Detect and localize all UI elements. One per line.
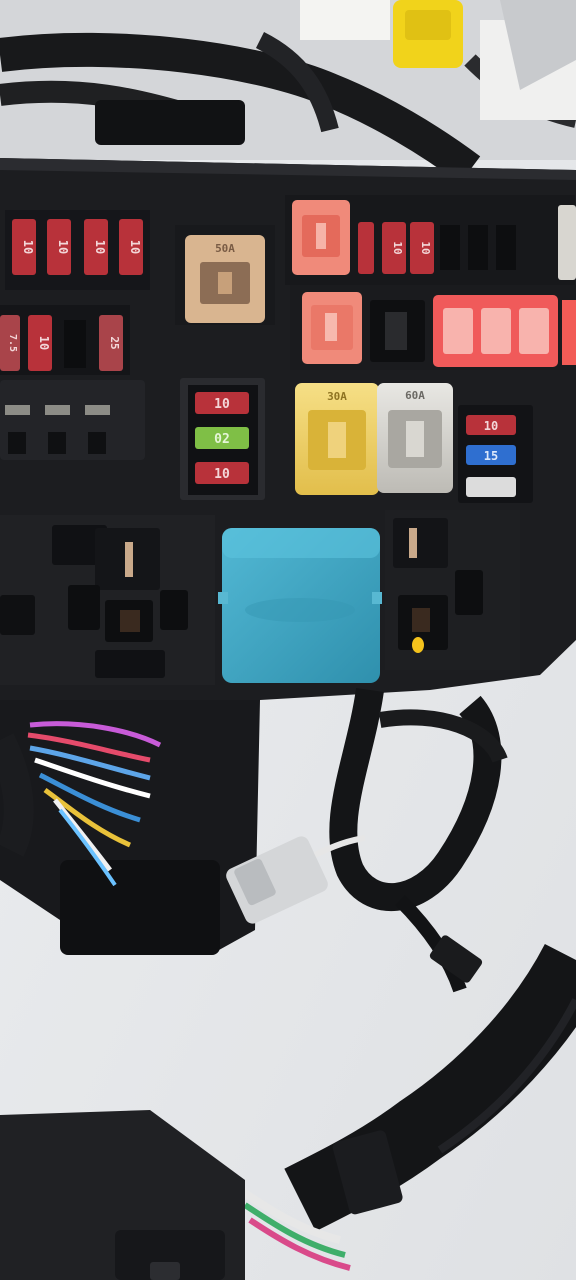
bottom-harness — [237, 943, 576, 1271]
fuse-7.5a: 7.5 — [0, 315, 20, 371]
svg-text:15: 15 — [484, 449, 498, 463]
relay-sockets-right — [385, 510, 520, 670]
top-right-fuses: 10 10 — [285, 195, 576, 285]
svg-text:25: 25 — [108, 336, 121, 349]
svg-text:02: 02 — [214, 432, 230, 447]
svg-text:10: 10 — [93, 240, 107, 254]
svg-text:10: 10 — [37, 336, 51, 350]
blue-relay — [218, 528, 382, 683]
pink-fuse — [302, 292, 362, 364]
yellow-marker-dot — [412, 637, 424, 653]
top-fuse-row: 10 10 10 10 — [5, 210, 150, 290]
fuse-10a: 10 — [382, 222, 406, 274]
maxi-fuse-beige: 50A — [175, 225, 275, 325]
fuse-clear — [466, 477, 516, 497]
fuse-25a: 25 — [99, 315, 123, 371]
svg-text:10: 10 — [419, 241, 432, 254]
right-fuse-column: 10 15 — [458, 405, 533, 503]
svg-text:10: 10 — [214, 397, 230, 412]
fuse-10a: 10 — [84, 219, 108, 275]
svg-text:7.5: 7.5 — [7, 334, 18, 352]
fuse-green: 02 — [195, 427, 249, 449]
maxi-fuse-yellow: 30A — [295, 383, 379, 495]
right-harness — [226, 687, 508, 993]
pink-fuse — [292, 200, 350, 275]
relay-sockets-left — [0, 515, 215, 685]
left-fuse-row: 7.5 10 25 — [0, 305, 130, 375]
fuse-10a: 10 — [195, 392, 249, 414]
fuse-10a — [358, 222, 374, 274]
fuse-10a: 10 — [195, 462, 249, 484]
bottom-connector — [0, 1110, 245, 1280]
middle-right-fuses — [290, 285, 576, 370]
svg-text:50A: 50A — [215, 242, 235, 255]
svg-text:30A: 30A — [327, 390, 347, 403]
top-harness — [0, 0, 576, 184]
fuse-10a: 10 — [12, 219, 36, 275]
svg-text:60A: 60A — [405, 389, 425, 402]
svg-text:10: 10 — [128, 240, 142, 254]
maxi-fuse-clear: 60A — [377, 383, 453, 493]
svg-text:10: 10 — [391, 241, 404, 254]
fuse-10a: 10 — [47, 219, 71, 275]
fuse-10a: 10 — [466, 415, 516, 435]
left-terminal-block — [0, 380, 145, 460]
fuse-10a: 10 — [410, 222, 434, 274]
fuse-10a: 10 — [119, 219, 143, 275]
grey-connector — [226, 835, 366, 924]
fuse-15a: 15 — [466, 445, 516, 465]
center-fuse-column: 10 02 10 — [180, 378, 265, 500]
svg-text:10: 10 — [484, 419, 498, 433]
svg-text:10: 10 — [56, 240, 70, 254]
svg-text:10: 10 — [21, 240, 35, 254]
red-triple-fuse — [433, 295, 558, 367]
svg-text:10: 10 — [214, 467, 230, 482]
fuse-10a: 10 — [28, 315, 52, 371]
lower-connector-block — [0, 700, 260, 955]
